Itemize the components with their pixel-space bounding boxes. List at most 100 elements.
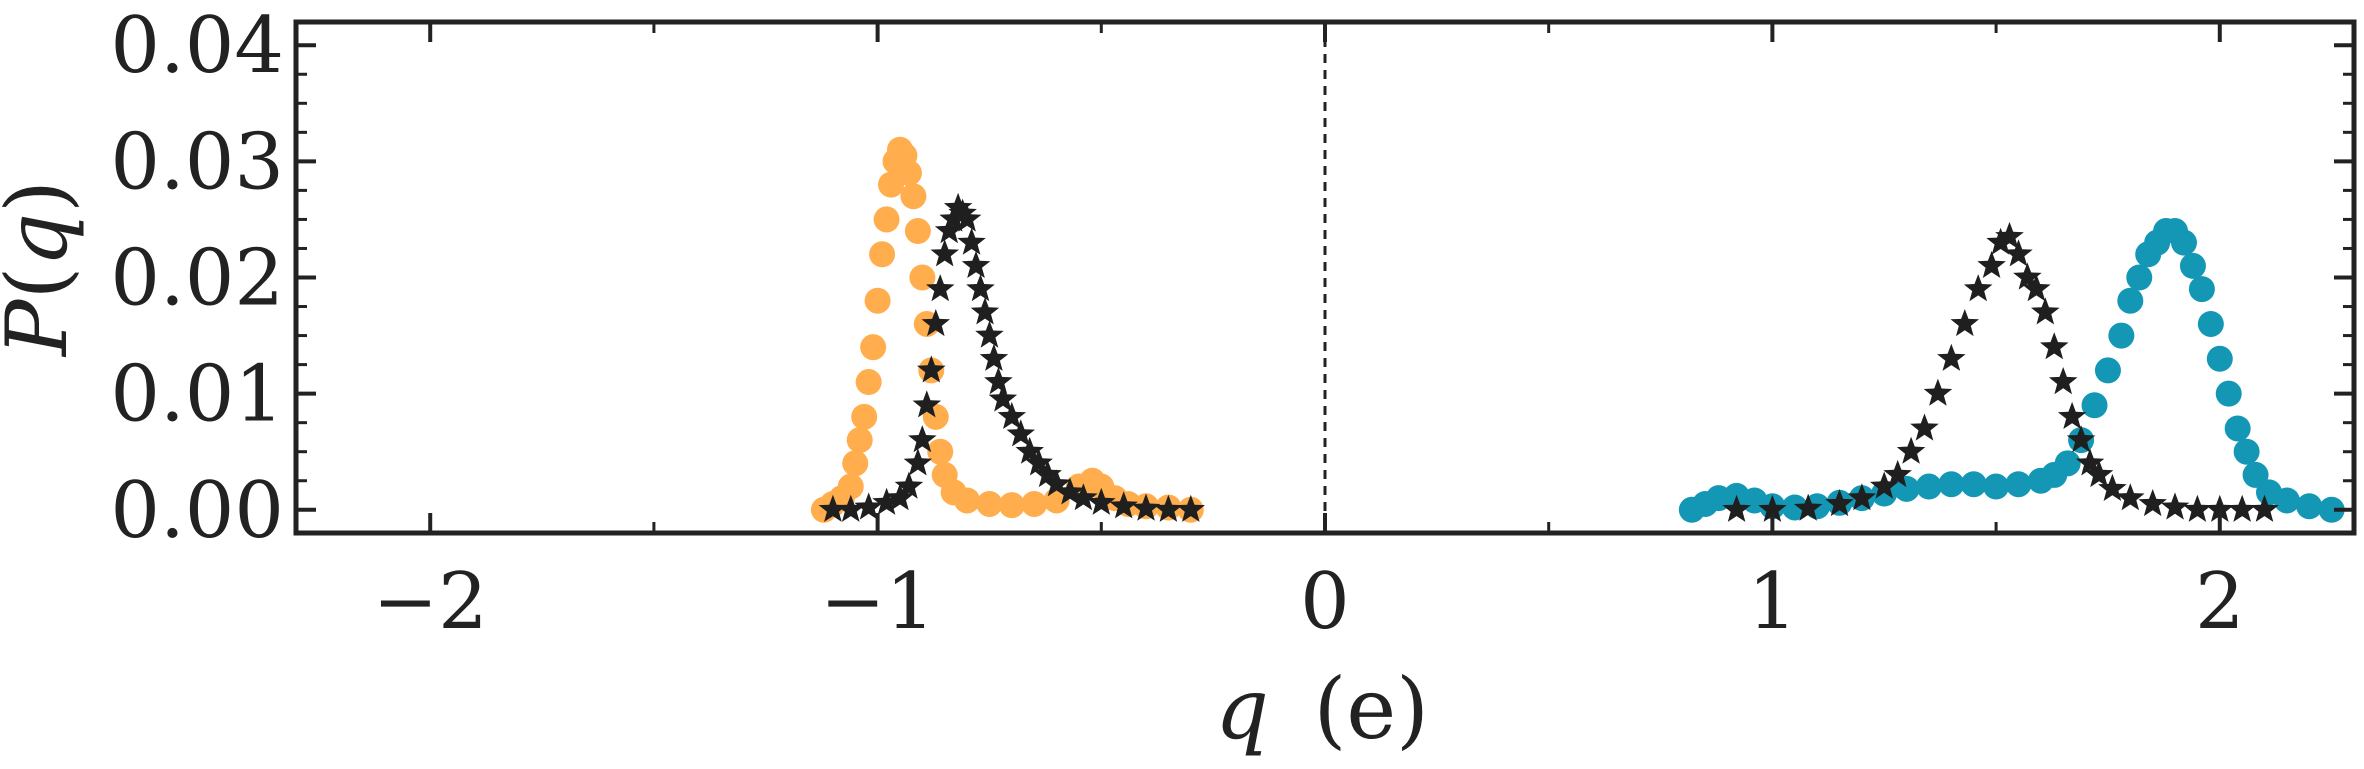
data-point-star bbox=[2040, 332, 2069, 360]
x-axis-unit: (e) bbox=[1314, 660, 1429, 758]
data-point-star bbox=[1033, 459, 1062, 488]
data-point-star bbox=[979, 343, 1009, 371]
data-point-circle bbox=[2188, 276, 2215, 303]
data-point-star bbox=[1015, 436, 1044, 464]
data-point-star bbox=[997, 401, 1027, 429]
data-point-star bbox=[2066, 425, 2096, 453]
x-tick-label: 1 bbox=[1748, 557, 1798, 647]
y-tick-label: 0.04 bbox=[110, 1, 284, 91]
data-point-star bbox=[2250, 494, 2279, 522]
data-point-star bbox=[2138, 489, 2167, 517]
data-point-star bbox=[1069, 483, 1098, 511]
y-tick-label: 0.01 bbox=[110, 350, 284, 440]
data-point-star bbox=[872, 487, 901, 515]
data-point-circle bbox=[895, 159, 922, 186]
data-point-circle bbox=[2224, 415, 2251, 442]
x-axis-variable: q bbox=[1215, 660, 1269, 758]
data-point-circle bbox=[2117, 287, 2144, 314]
data-point-circle bbox=[2215, 380, 2242, 407]
data-point-star bbox=[2004, 239, 2033, 267]
x-axis-label: q (e) bbox=[1215, 660, 1429, 758]
data-point-star bbox=[2075, 448, 2105, 476]
data-point-star bbox=[1896, 436, 1926, 464]
data-point-circle bbox=[1983, 473, 2010, 500]
x-tick-label: 2 bbox=[2195, 557, 2245, 647]
data-point-circle bbox=[904, 218, 931, 245]
data-point-star bbox=[1847, 483, 1877, 511]
data-point-star bbox=[1995, 221, 2024, 249]
data-point-circle bbox=[954, 487, 981, 514]
data-point-circle bbox=[2179, 252, 2206, 279]
data-point-star bbox=[818, 494, 848, 522]
tick-labels: −2 −1 0 1 2 0.00 0.01 0.02 0.03 0.04 bbox=[110, 1, 2244, 647]
data-point-star bbox=[957, 227, 986, 255]
data-point-star bbox=[894, 471, 924, 499]
plot-frame bbox=[293, 19, 2357, 536]
data-point-circle bbox=[909, 264, 936, 291]
data-point-star bbox=[1176, 494, 1205, 522]
data-point-star bbox=[943, 192, 973, 220]
data-point-circle bbox=[900, 183, 927, 210]
data-point-circle bbox=[976, 490, 1003, 517]
data-point-circle bbox=[855, 369, 882, 396]
data-point-star bbox=[934, 216, 964, 244]
data-point-star bbox=[912, 390, 942, 418]
data-point-circle bbox=[998, 492, 1025, 519]
data-point-circle bbox=[842, 450, 869, 477]
data-point-star bbox=[2048, 367, 2078, 395]
data-point-circle bbox=[1021, 490, 1048, 517]
data-point-star bbox=[917, 355, 946, 383]
x-tick-label: 0 bbox=[1300, 557, 1350, 647]
data-point-star bbox=[1870, 471, 1899, 499]
data-point-star bbox=[1883, 459, 1912, 488]
data-point-star bbox=[1042, 469, 1071, 497]
data-point-circle bbox=[837, 473, 864, 500]
data-point-star bbox=[2205, 494, 2234, 522]
data-point-star bbox=[2183, 494, 2212, 522]
data-point-star bbox=[836, 494, 865, 522]
data-point-circle bbox=[2005, 471, 2032, 498]
data-point-circle bbox=[1781, 494, 1808, 521]
y-tick-label: 0.03 bbox=[110, 117, 284, 207]
y-axis-function: P bbox=[0, 298, 86, 358]
data-point-star bbox=[1087, 487, 1116, 515]
data-point-star bbox=[1758, 494, 1787, 522]
data-point-circle bbox=[873, 206, 900, 233]
y-axis-variable: q bbox=[0, 213, 86, 267]
data-point-circle bbox=[869, 241, 896, 268]
data-point-star bbox=[1793, 493, 1823, 521]
data-point-circle bbox=[2081, 392, 2108, 419]
data-point-circle bbox=[860, 334, 887, 361]
data-point-star bbox=[885, 483, 915, 511]
data-point-star bbox=[975, 320, 1004, 348]
data-point-circle bbox=[2108, 322, 2135, 349]
data-point-star bbox=[2116, 483, 2145, 511]
data-point-circle bbox=[2170, 229, 2197, 256]
data-point-star bbox=[1963, 274, 1993, 302]
x-tick-label: −2 bbox=[373, 557, 488, 647]
data-point-circle bbox=[2197, 310, 2224, 337]
data-point-star bbox=[2022, 274, 2051, 302]
y-tick-label: 0.00 bbox=[110, 466, 284, 556]
data-point-star bbox=[1109, 491, 1138, 519]
y-axis-paren-close: ) bbox=[0, 180, 86, 213]
series-layer bbox=[810, 136, 2345, 523]
data-point-star bbox=[854, 492, 883, 520]
data-point-star bbox=[952, 204, 982, 232]
data-point-circle bbox=[851, 403, 878, 430]
data-point-circle bbox=[2206, 345, 2233, 372]
data-point-star bbox=[1024, 448, 1053, 476]
data-point-star bbox=[988, 384, 1018, 412]
data-point-star bbox=[1722, 494, 1751, 522]
data-point-circle bbox=[2126, 264, 2153, 291]
data-point-circle bbox=[1960, 471, 1987, 498]
data-point-circle bbox=[2233, 438, 2260, 465]
data-point-circle bbox=[864, 287, 891, 314]
series-0 bbox=[810, 136, 1204, 523]
data-point-circle bbox=[846, 427, 873, 454]
y-axis-label: P(q) bbox=[0, 180, 86, 358]
data-point-star bbox=[1923, 378, 1953, 406]
data-point-circle bbox=[927, 438, 954, 465]
data-point-star bbox=[961, 250, 991, 278]
